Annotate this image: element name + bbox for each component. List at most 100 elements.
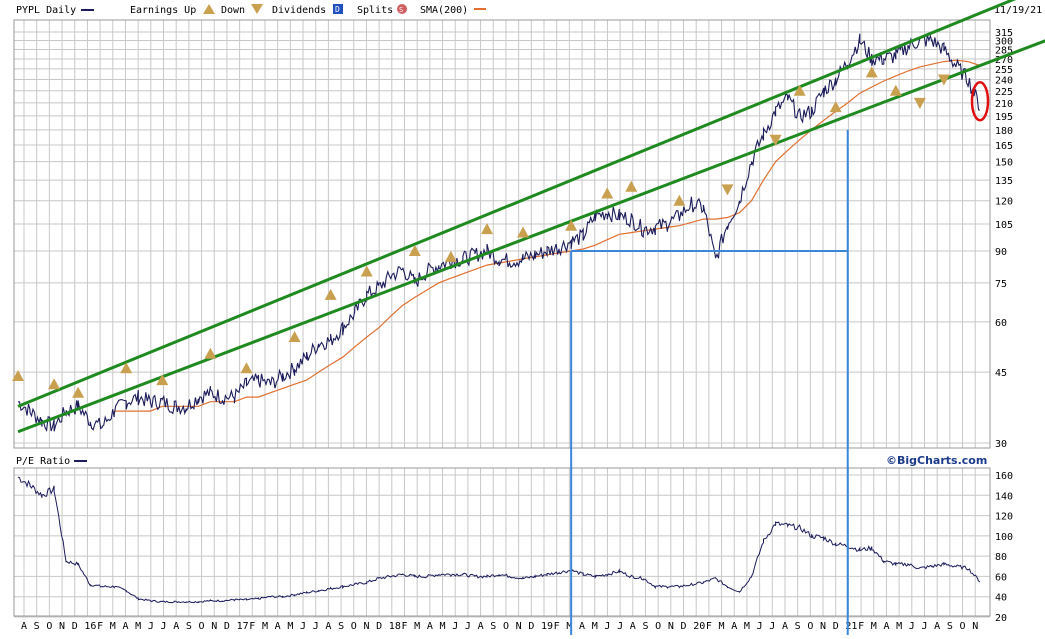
price-y-tick-label: 60 (995, 318, 1007, 329)
x-tick-label: A (275, 621, 281, 632)
x-tick-label: M (744, 621, 750, 632)
x-tick-label: M (566, 621, 572, 632)
x-tick-label: J (465, 621, 471, 632)
x-tick-label: D (224, 621, 230, 632)
earnings-up-marker (865, 66, 878, 78)
x-tick-label: N (972, 621, 978, 632)
legend-down: Down (221, 5, 245, 16)
pe-y-tick-label: 100 (995, 532, 1013, 543)
earnings-up-marker (204, 347, 217, 359)
x-tick-label: A (122, 621, 128, 632)
x-tick-label: J (769, 621, 775, 632)
sma-line-icon (474, 8, 486, 10)
pe-y-axis: 20 40 60 80 100 120 140 160 (995, 471, 1013, 624)
x-tick-label: M (287, 621, 293, 632)
earnings-up-marker (240, 362, 253, 374)
svg-text:D: D (335, 5, 340, 14)
pe-layer (17, 476, 981, 604)
earnings-up-marker (288, 331, 301, 343)
x-tick-label: F (706, 621, 712, 632)
x-tick-label: S (490, 621, 496, 632)
price-line (17, 33, 981, 433)
highlight (970, 80, 990, 122)
x-tick-label: S (34, 621, 40, 632)
x-axis: A S O N D 16 F M A M J J A S O N D 17 F M A M J J A S O N D 18 F M A M J J A… (21, 621, 978, 632)
pe-y-tick-label: 60 (995, 572, 1007, 583)
x-tick-label: A (782, 621, 788, 632)
channel-upper-line (17, 0, 1017, 408)
x-tick-label: O (655, 621, 661, 632)
earnings-up-marker (673, 194, 686, 206)
price-y-tick-label: 30 (995, 439, 1007, 450)
x-tick-label: A (478, 621, 484, 632)
x-tick-label: O (199, 621, 205, 632)
x-tick-label: D (528, 621, 534, 632)
earnings-up-marker (408, 244, 421, 256)
price-y-tick-label: 240 (995, 76, 1013, 87)
x-tick-label: J (161, 621, 167, 632)
x-tick-label: M (592, 621, 598, 632)
x-tick-label: D (72, 621, 78, 632)
pe-ratio-line (17, 476, 981, 604)
pe-y-tick-label: 160 (995, 471, 1013, 482)
price-y-tick-label: 150 (995, 158, 1013, 169)
earnings-up-marker (601, 187, 614, 199)
x-tick-label: J (604, 621, 610, 632)
price-y-tick-label: 45 (995, 368, 1007, 379)
watermark: ©BigCharts.com (886, 454, 987, 467)
x-tick-label: A (630, 621, 636, 632)
x-tick-label: F (401, 621, 407, 632)
x-tick-label: N (211, 621, 217, 632)
earnings-down-marker (721, 184, 734, 196)
channel-lower-line (17, 39, 1045, 434)
pe-y-tick-label: 40 (995, 593, 1007, 604)
x-tick-label: A (934, 621, 940, 632)
date-label: 11/19/21 (994, 5, 1042, 16)
price-y-tick-label: 75 (995, 279, 1007, 290)
price-y-tick-label: 315 (995, 28, 1013, 39)
x-tick-label: D (833, 621, 839, 632)
x-tick-label: 20 (693, 621, 705, 632)
x-tick-label: F (554, 621, 560, 632)
earnings-markers (12, 66, 950, 398)
guide-lines (570, 129, 849, 635)
price-y-tick-label: 210 (995, 99, 1013, 110)
earnings-up-marker (480, 223, 493, 235)
price-y-tick-label: 270 (995, 55, 1013, 66)
x-tick-label: N (820, 621, 826, 632)
pe-grid (14, 468, 990, 618)
x-tick-label: S (947, 621, 953, 632)
dividends-icon: D (333, 4, 343, 14)
x-tick-label: N (516, 621, 522, 632)
x-tick-label: O (503, 621, 509, 632)
x-tick-label: O (807, 621, 813, 632)
x-tick-label: J (313, 621, 319, 632)
price-y-tick-label: 165 (995, 141, 1013, 152)
earnings-up-icon (203, 4, 215, 14)
x-tick-label: F (249, 621, 255, 632)
legend-sma: SMA(200) (420, 5, 468, 16)
x-tick-label: S (186, 621, 192, 632)
earnings-up-marker (517, 226, 530, 238)
x-tick-label: J (757, 621, 763, 632)
price-y-tick-label: 195 (995, 112, 1013, 123)
x-tick-label: D (376, 621, 382, 632)
x-tick-label: 19 (541, 621, 553, 632)
svg-text:S: S (399, 6, 403, 14)
earnings-up-marker (565, 219, 578, 231)
price-y-tick-label: 255 (995, 65, 1013, 76)
x-tick-label: 16 (84, 621, 96, 632)
x-tick-label: J (148, 621, 154, 632)
pe-y-tick-label: 140 (995, 491, 1013, 502)
x-tick-label: M (440, 621, 446, 632)
x-tick-label: J (921, 621, 927, 632)
x-tick-label: N (363, 621, 369, 632)
earnings-up-marker (625, 180, 638, 192)
price-panel-frame (13, 19, 991, 449)
trend-channel (17, 0, 1045, 434)
earnings-down-marker (937, 74, 950, 86)
symbol-label: PYPL Daily (16, 5, 76, 16)
x-tick-label: O (46, 621, 52, 632)
